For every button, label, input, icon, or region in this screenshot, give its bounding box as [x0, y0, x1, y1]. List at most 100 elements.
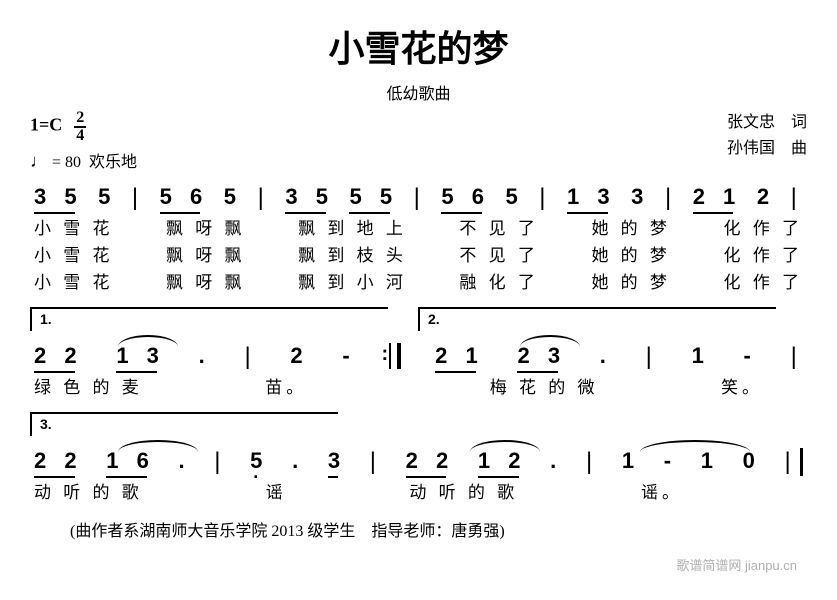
tempo-note-icon: ♩ — [30, 151, 48, 171]
l2-m3-a: 2 1 — [435, 343, 484, 371]
volta-1: 1. — [30, 307, 388, 331]
tie-icon — [118, 335, 178, 347]
measure-4-tail: 5 — [505, 184, 523, 212]
lyric-seg: 苗。 — [265, 373, 307, 398]
l3-m3-b: 1 2 — [478, 448, 527, 476]
lyric-seg: 梅 花 的 微 — [490, 373, 599, 398]
measure-6-tail: 2 — [757, 184, 775, 212]
title: 小雪花的梦 — [30, 20, 807, 72]
measure-4-beam: 5 6 — [441, 184, 490, 212]
barline: | — [586, 448, 598, 476]
tie-icon — [640, 440, 750, 452]
lyric-seg: 化 作 了 — [723, 241, 803, 266]
volta-row-3: 3. — [30, 412, 807, 436]
volta-3: 3. — [30, 412, 338, 436]
tie-icon — [470, 440, 540, 452]
l3-m1-a: 2 2 — [34, 448, 83, 476]
tie-icon — [520, 335, 580, 347]
l3-m3-a: 2 2 — [406, 448, 455, 476]
l3-m2-dot: . — [292, 448, 304, 476]
measure-3-beam: 3 5 — [285, 184, 334, 212]
lyrics-2: 绿 色 的 麦 苗。 梅 花 的 微 笑。 — [30, 373, 807, 398]
measure-5-tail: 3 — [631, 184, 649, 212]
volta-2: 2. — [418, 307, 776, 331]
lyric-seg: 谣 — [266, 478, 287, 503]
lyric-seg: 飘 呀 飘 — [166, 241, 246, 266]
barline: | — [414, 184, 426, 212]
lyric-seg: 动 听 的 歌 — [409, 478, 518, 503]
time-signature: 2 4 — [74, 110, 86, 144]
lyric-seg: 小 雪 花 — [34, 214, 114, 239]
notes-row-1: 3 5 5 | 5 6 5 | 3 5 5 5 | 5 6 5 | 1 3 3 … — [30, 184, 807, 212]
lyric-seg: 飘 呀 飘 — [166, 214, 246, 239]
l2-m2-n: 2 — [290, 343, 308, 371]
barline: | — [258, 184, 270, 212]
lyric-seg: 谣。 — [641, 478, 683, 503]
tie-icon — [118, 440, 198, 452]
l3-m3-dot: . — [550, 448, 562, 476]
l2-m3-dot: . — [600, 343, 612, 371]
lyric-seg: 飘 到 枝 头 — [298, 241, 407, 266]
barline: | — [132, 184, 144, 212]
tempo: ♩ = 80 欢乐地 — [30, 148, 137, 172]
lyric-seg: 飘 到 小 河 — [298, 268, 407, 293]
l2-m2-dash: - — [342, 343, 355, 371]
l3-m1-dot: . — [179, 448, 191, 476]
lyric-seg: 飘 呀 飘 — [166, 268, 246, 293]
barline: | — [646, 343, 658, 371]
measure-1-tail: 5 — [98, 184, 116, 212]
music-line-3: 2 2 1 6 . | 5 . 3 | 2 2 1 2 . | 1 - 1 0 … — [30, 448, 807, 476]
music-line-2: 2 2 1 3 . | 2 - 2 1 2 3 . | 1 - | — [30, 343, 807, 371]
volta-row-12: 1. 2. — [30, 307, 807, 331]
lyric-seg: 化 作 了 — [723, 214, 803, 239]
tempo-text: 欢乐地 — [89, 154, 137, 171]
footer-note: (曲作者系湖南师大音乐学院 2013 级学生 指导老师：唐勇强) — [30, 517, 807, 541]
l2-m4-n: 1 — [692, 343, 710, 371]
repeat-end-icon — [389, 343, 401, 369]
lyrics-1-verse-3: 小 雪 花 飘 呀 飘 飘 到 小 河 融 化 了 她 的 梦 化 作 了 — [30, 268, 807, 293]
measure-1-beam: 3 5 — [34, 184, 83, 212]
subtitle: 低幼歌曲 — [30, 80, 807, 104]
header-row: 1=C 2 4 ♩ = 80 欢乐地 张文忠 词 孙伟国 曲 — [30, 110, 807, 172]
l2-m3-b: 2 3 — [517, 343, 566, 371]
measure-2-beam: 5 6 — [160, 184, 209, 212]
l3-m4-dash: - — [664, 448, 677, 476]
l3-m4-z: 0 — [743, 448, 761, 476]
composer: 孙伟国 曲 — [727, 136, 807, 162]
lyrics-1-verse-2: 小 雪 花 飘 呀 飘 飘 到 枝 头 不 见 了 她 的 梦 化 作 了 — [30, 241, 807, 266]
credits: 张文忠 词 孙伟国 曲 — [727, 110, 807, 161]
tempo-bpm: = 80 — [52, 154, 81, 171]
measure-6-beam: 2 1 — [693, 184, 742, 212]
barline: | — [791, 343, 803, 371]
barline: | — [214, 448, 226, 476]
lyric-seg: 化 作 了 — [723, 268, 803, 293]
l2-m4-dash: - — [744, 343, 757, 371]
time-sig-den: 4 — [74, 128, 86, 144]
lyric-seg: 动 听 的 歌 — [34, 478, 143, 503]
time-sig-num: 2 — [74, 110, 86, 128]
lyric-seg: 不 见 了 — [459, 241, 539, 266]
lyricist: 张文忠 词 — [727, 110, 807, 136]
l3-m2-t: 3 — [328, 448, 346, 476]
lyric-seg: 小 雪 花 — [34, 268, 114, 293]
l2-m1-dot: . — [199, 343, 211, 371]
barline: | — [539, 184, 551, 212]
l2-m1-b: 1 3 — [116, 343, 165, 371]
l3-m1-b: 1 6 — [106, 448, 155, 476]
barline: | — [791, 184, 803, 212]
measure-5-beam: 1 3 — [567, 184, 616, 212]
lyrics-1-verse-1: 小 雪 花 飘 呀 飘 飘 到 地 上 不 见 了 她 的 梦 化 作 了 — [30, 214, 807, 239]
final-barline: | — [785, 448, 803, 476]
lyric-seg: 小 雪 花 — [34, 241, 114, 266]
l3-m2-n: 5 — [250, 448, 268, 476]
music-line-1: 3 5 5 | 5 6 5 | 3 5 5 5 | 5 6 5 | 1 3 3 … — [30, 184, 807, 212]
measure-3-beam2: 5 5 — [349, 184, 398, 212]
lyric-seg: 笑。 — [721, 373, 763, 398]
lyrics-3: 动 听 的 歌 谣 动 听 的 歌 谣。 — [30, 478, 807, 503]
lyric-seg: 她 的 梦 — [591, 241, 671, 266]
l3-m4-n2: 1 — [701, 448, 719, 476]
barline: | — [370, 448, 382, 476]
key-signature: 1=C — [30, 115, 62, 135]
lyric-seg: 融 化 了 — [459, 268, 539, 293]
lyric-seg: 她 的 梦 — [591, 214, 671, 239]
